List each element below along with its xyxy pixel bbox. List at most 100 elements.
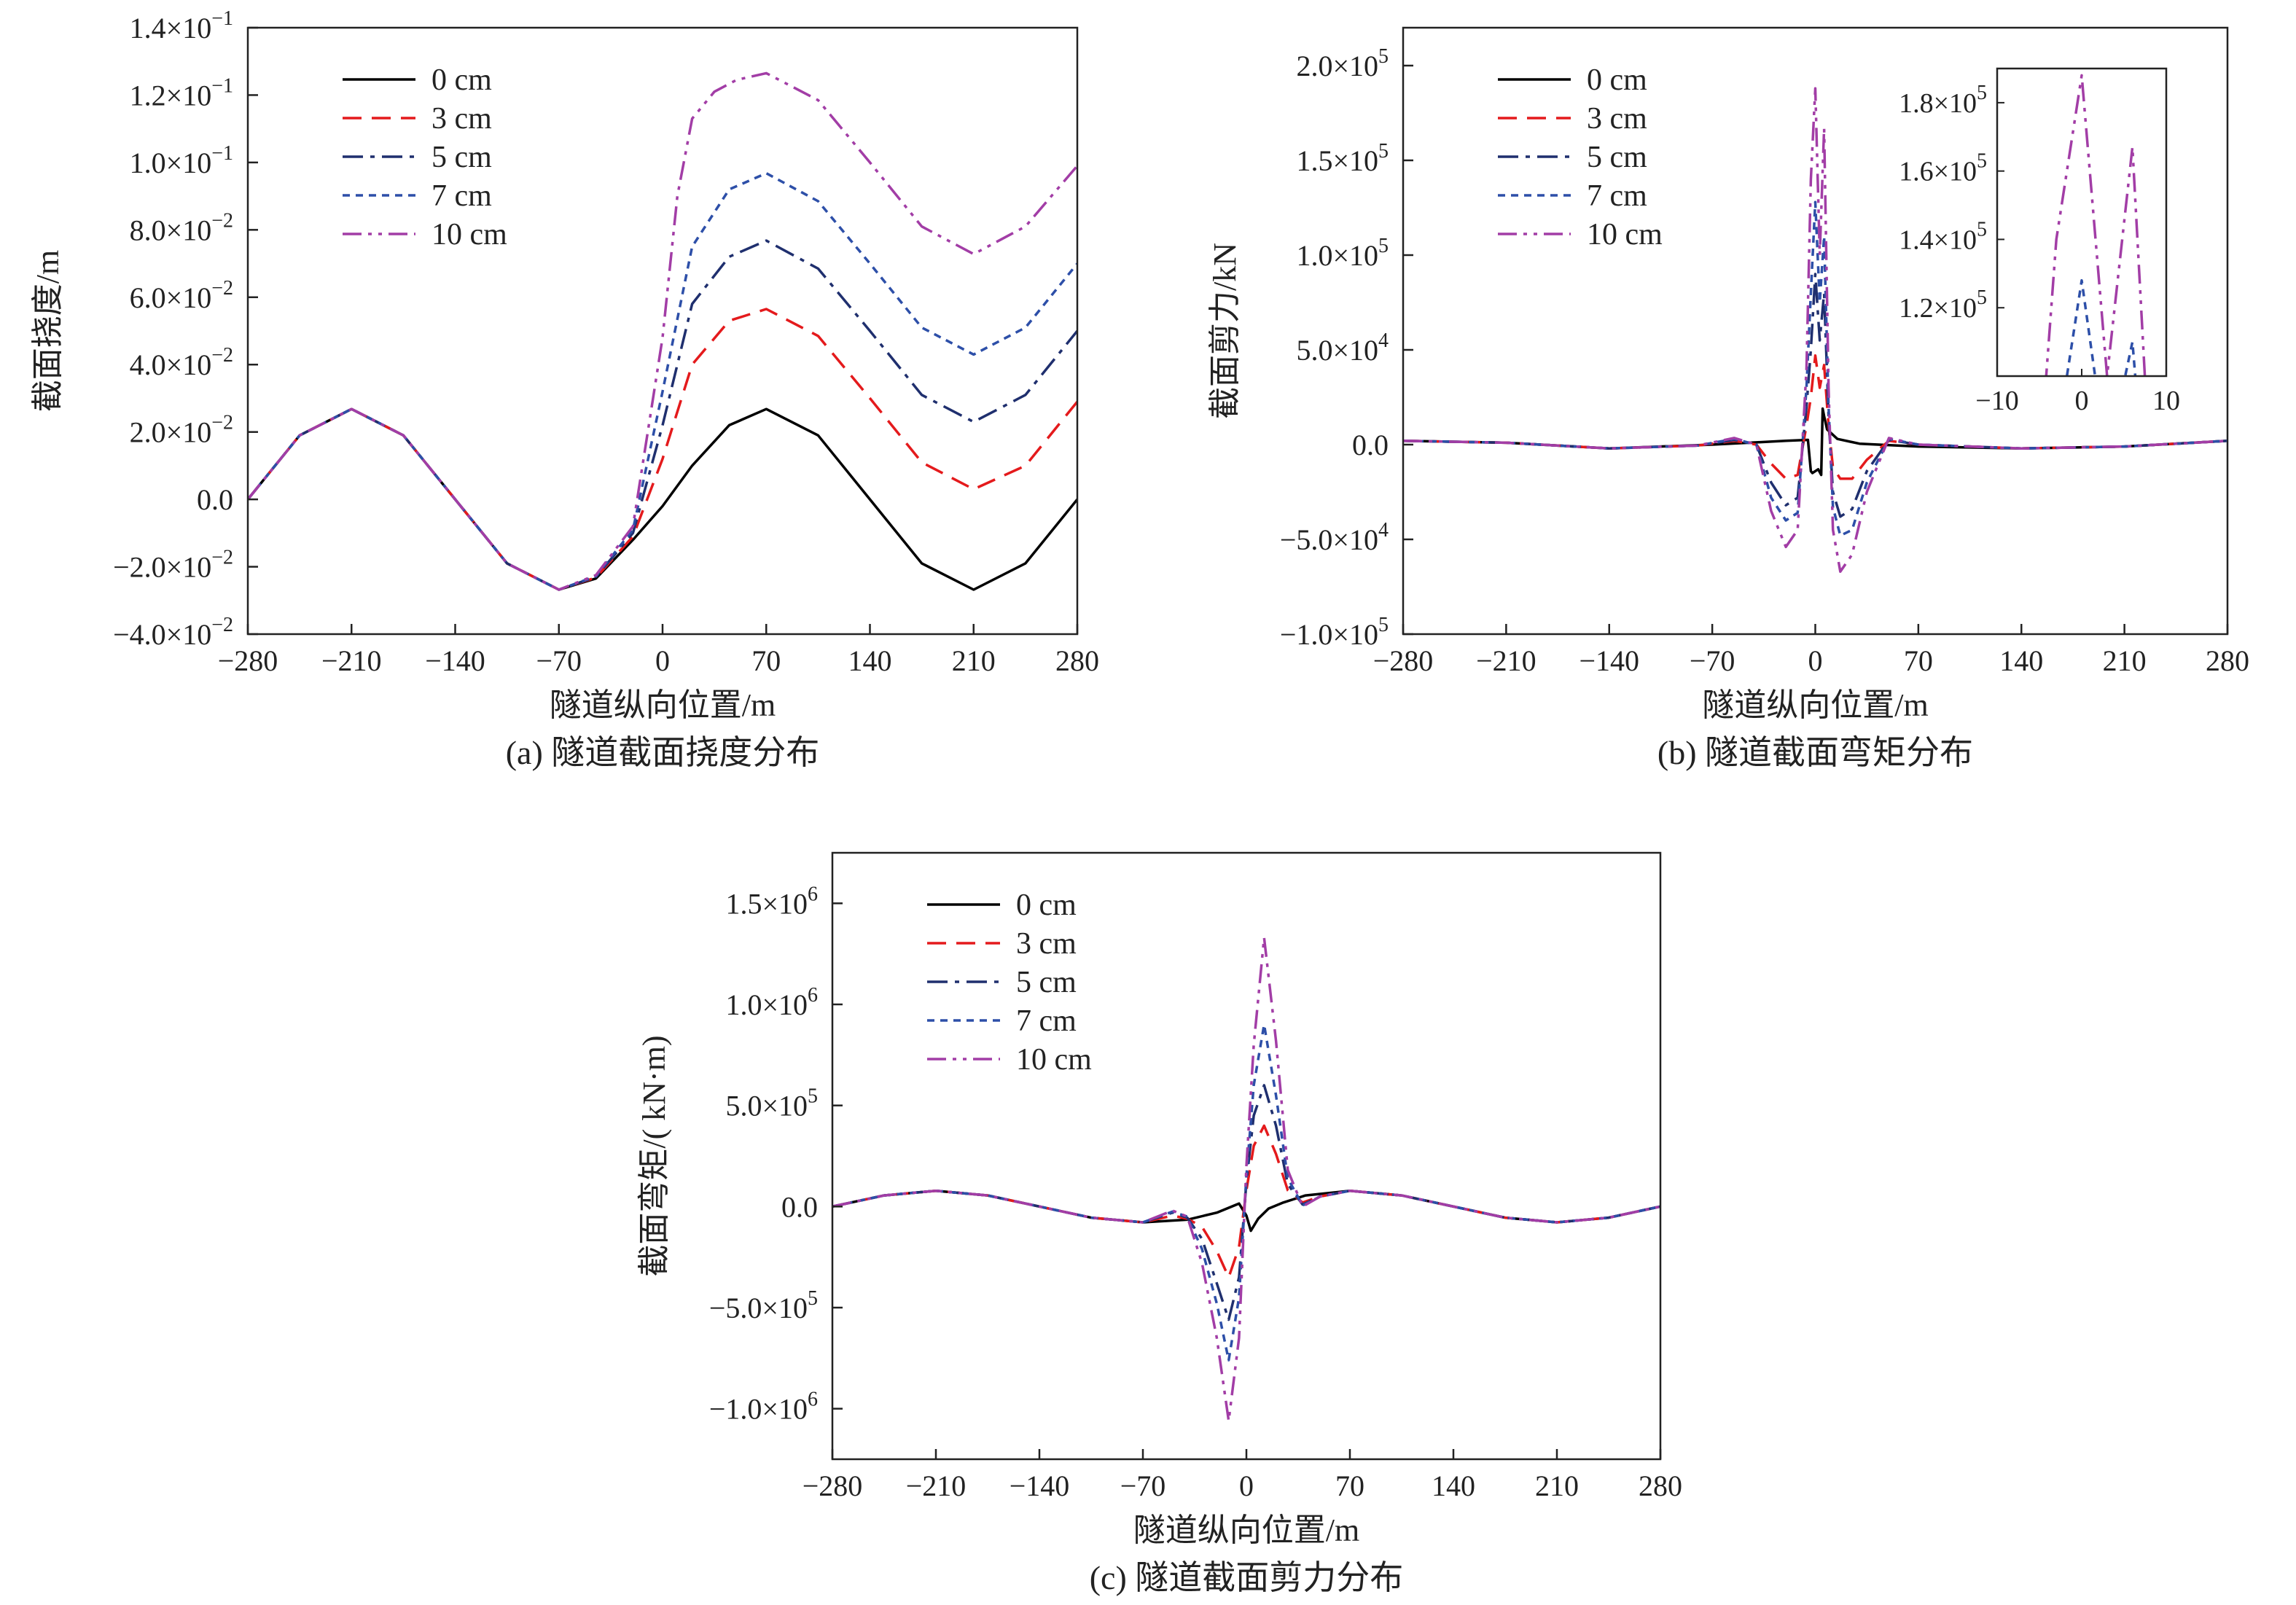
y-tick-label: 1.2×10−1 — [130, 74, 233, 112]
y-tick-label: 8.0×10−2 — [130, 209, 233, 246]
panel-c: −280 −210 −140 −70 0 70 140 210 280 −1.0×106 −5.0×… — [636, 851, 1682, 1596]
legend-label: 3 cm — [1016, 927, 1077, 961]
x-tick-label: 70 — [1904, 644, 1933, 677]
series-line-5-cm — [248, 239, 1077, 591]
inset-x-tick-label: −10 — [1975, 386, 2018, 416]
panel-caption: (a) 隧道截面挠度分布 — [506, 734, 820, 771]
y-tick-label: 2.0×105 — [1296, 45, 1389, 82]
panel-b: −280 −210 −140 −70 0 70 140 210 280 −1.0×105 −5.0×… — [0, 26, 2296, 848]
series-line-0-cm — [1403, 407, 2227, 477]
x-tick-label: −210 — [906, 1469, 967, 1502]
series-line-10-cm — [1403, 87, 2227, 573]
panel-caption: (b) 隧道截面弯矩分布 — [1657, 734, 1973, 771]
y-tick-label: 1.5×105 — [1296, 140, 1389, 177]
y-tick-label: −1.0×105 — [1280, 614, 1389, 651]
y-tick-label: 1.0×10−1 — [130, 142, 233, 179]
y-tick-label: 4.0×10−2 — [130, 344, 233, 381]
y-axis-label: 截面剪力/kN — [1207, 243, 1243, 419]
series-line-10-cm — [832, 936, 1660, 1423]
legend-label: 3 cm — [432, 102, 492, 136]
series-line-3-cm — [248, 308, 1077, 591]
legend-label: 7 cm — [1587, 179, 1647, 213]
y-tick-label: 2.0×10−2 — [130, 412, 233, 449]
legend-label: 7 cm — [432, 179, 492, 213]
x-tick-label: −280 — [803, 1469, 863, 1502]
legend-label: 5 cm — [432, 141, 492, 174]
series-line-7-cm — [248, 171, 1077, 591]
y-tick-label: 6.0×10−2 — [130, 277, 233, 314]
legend-label: 3 cm — [1587, 102, 1647, 136]
series-group — [1403, 87, 2227, 573]
x-tick-label: 70 — [1335, 1469, 1364, 1502]
x-axis-label: 隧道纵向位置/m — [1702, 687, 1928, 723]
x-tick-label: 210 — [952, 644, 996, 677]
x-axis-label: 隧道纵向位置/m — [1133, 1512, 1359, 1548]
legend: 0 cm 3 cm 5 cm 7 cm 10 cm — [927, 889, 1092, 1077]
series-line-0-cm — [248, 407, 1077, 591]
x-tick-label: 70 — [751, 644, 781, 677]
x-tick-label: 280 — [1055, 644, 1099, 677]
legend-label: 5 cm — [1016, 966, 1077, 999]
y-tick-label: 5.0×105 — [725, 1085, 818, 1122]
series-line-5-cm — [832, 1084, 1660, 1321]
x-tick-label: −140 — [1579, 644, 1639, 677]
x-tick-label: −140 — [425, 644, 485, 677]
panel-a: −280 −210 −140 −70 0 70 140 210 280 −4.0×10−2 −2.0… — [30, 7, 1099, 771]
x-tick-label: 280 — [1639, 1469, 1682, 1502]
x-tick-label: 210 — [2103, 644, 2147, 677]
legend-label: 0 cm — [1587, 63, 1647, 97]
x-tick-label: −70 — [536, 644, 582, 677]
series-line-5-cm — [1403, 273, 2227, 518]
legend: 0 cm 3 cm 5 cm 7 cm 10 cm — [343, 63, 507, 251]
series-line-10-cm — [248, 71, 1077, 591]
legend-label: 5 cm — [1587, 141, 1647, 174]
y-tick-label: 1.0×106 — [725, 984, 818, 1021]
series-group — [832, 936, 1660, 1423]
legend: 0 cm 3 cm 5 cm 7 cm 10 cm — [1498, 63, 1663, 251]
y-tick-label: −2.0×10−2 — [113, 547, 233, 584]
x-tick-label: −70 — [1120, 1469, 1166, 1502]
x-tick-label: −280 — [218, 644, 278, 677]
x-tick-label: 280 — [2206, 644, 2249, 677]
inset-series-line-7-cm — [2065, 278, 2137, 376]
y-tick-label: −4.0×10−2 — [113, 614, 233, 651]
x-tick-label: 210 — [1535, 1469, 1579, 1502]
y-tick-label: −5.0×105 — [709, 1287, 818, 1324]
y-tick-label: 1.0×105 — [1296, 235, 1389, 272]
x-tick-label: 140 — [1432, 1469, 1475, 1502]
x-tick-label: −210 — [321, 644, 382, 677]
y-tick-label: −1.0×106 — [709, 1389, 818, 1426]
inset-x-tick-label: 0 — [2075, 386, 2089, 416]
inset-x-tick-label: 10 — [2152, 386, 2180, 416]
series-group — [248, 71, 1077, 591]
panel-caption: (c) 隧道截面剪力分布 — [1090, 1559, 1404, 1596]
y-axis-label: 截面挠度/m — [30, 250, 66, 412]
y-tick-label: 1.5×106 — [725, 883, 818, 920]
y-tick-label: 0.0 — [781, 1190, 818, 1223]
inset-y-tick-label: 1.8×105 — [1899, 82, 1987, 119]
x-tick-label: 0 — [1808, 644, 1823, 677]
inset-chart: −10 0 10 1.2×105 1.4×105 1.6×105 1.8×105 — [0, 67, 2296, 848]
inset-background — [1997, 69, 2166, 376]
inset-y-tick-label: 1.4×105 — [1899, 218, 1987, 255]
x-axis-label: 隧道纵向位置/m — [550, 687, 776, 723]
legend-label: 0 cm — [432, 63, 492, 97]
y-axis-label: 截面弯矩/( kN·m) — [636, 1035, 672, 1276]
inset-y-tick-label: 1.6×105 — [1899, 150, 1987, 187]
inset-series-group — [0, 74, 2296, 848]
inset-series-line-10-cm — [2045, 74, 2147, 376]
x-tick-label: −280 — [1373, 644, 1434, 677]
inset-series-line-5-cm — [0, 410, 2296, 848]
y-tick-label: 5.0×104 — [1296, 329, 1389, 367]
y-tick-label: 1.4×10−1 — [130, 7, 233, 44]
x-tick-label: −210 — [1476, 644, 1536, 677]
legend-label: 10 cm — [1016, 1043, 1092, 1077]
legend-label: 0 cm — [1016, 889, 1077, 922]
legend-label: 10 cm — [432, 218, 507, 251]
x-tick-label: 0 — [655, 644, 670, 677]
legend-label: 7 cm — [1016, 1004, 1077, 1038]
y-tick-label: 0.0 — [197, 483, 233, 516]
x-tick-label: 140 — [1999, 644, 2043, 677]
legend-label: 10 cm — [1587, 218, 1663, 251]
